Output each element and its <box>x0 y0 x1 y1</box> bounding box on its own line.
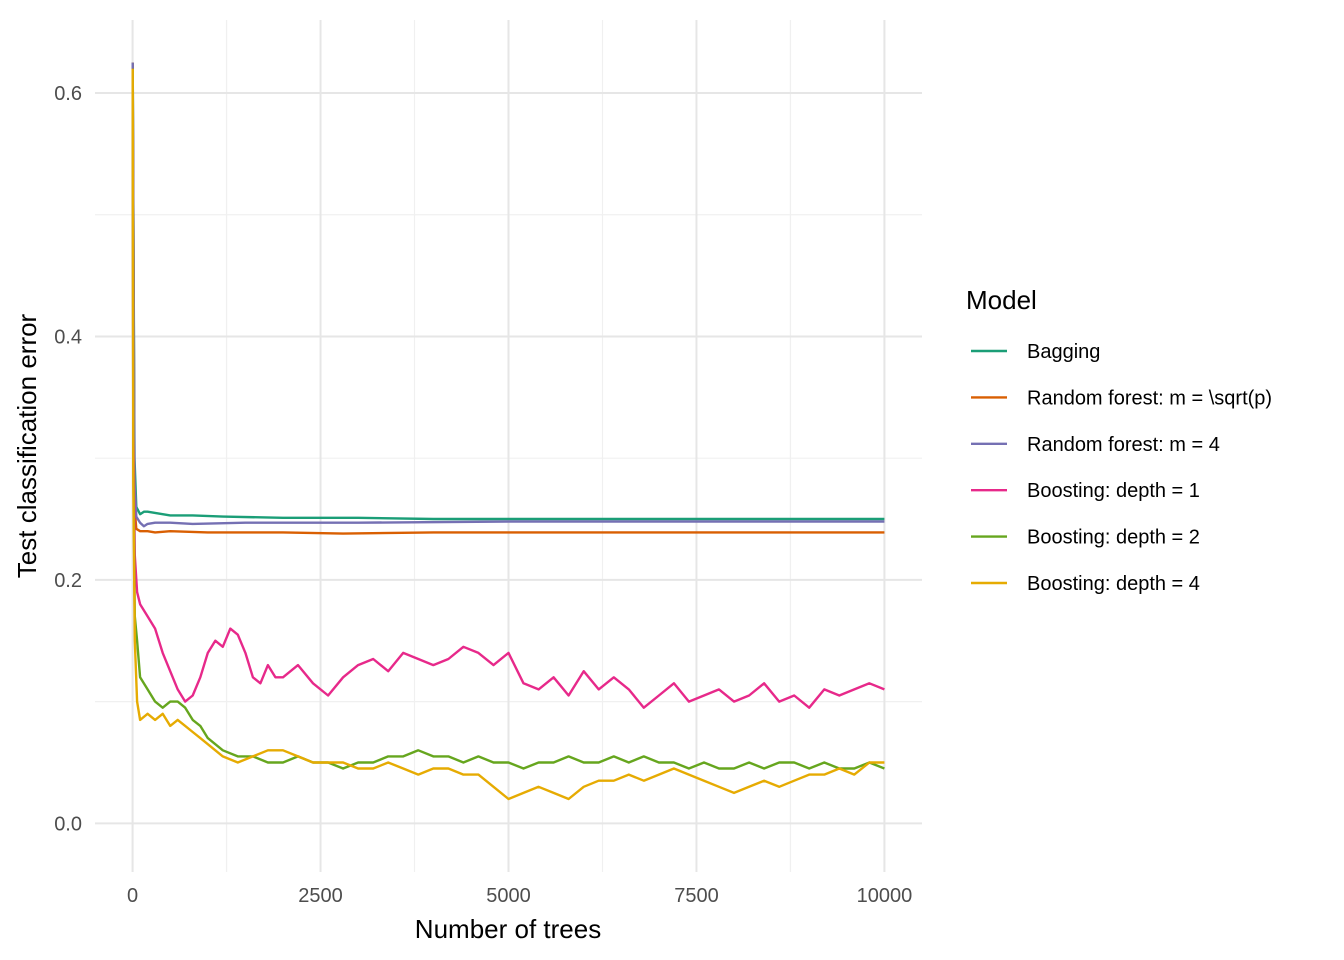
legend-item: Random forest: m = 4 <box>971 434 1220 456</box>
series-line-3 <box>131 62 885 528</box>
x-tick-label: 7500 <box>674 885 719 907</box>
legend: Model Bagging Random forest: m = \sqrt(p)… <box>966 285 1272 595</box>
x-tick-label: 5000 <box>486 885 531 907</box>
legend-label: Boosting: depth = 1 <box>1027 480 1200 502</box>
y-tick-label: 0.0 <box>54 813 82 835</box>
series-lines <box>131 62 885 801</box>
legend-item: Boosting: depth = 4 <box>971 573 1200 595</box>
x-axis-title: Number of trees <box>415 914 601 944</box>
y-tick-label: 0.6 <box>54 83 82 105</box>
x-tick-label: 2500 <box>298 885 343 907</box>
legend-label: Random forest: m = \sqrt(p) <box>1027 387 1272 409</box>
legend-label: Boosting: depth = 4 <box>1027 573 1200 595</box>
y-tick-label: 0.4 <box>54 326 82 348</box>
legend-item: Boosting: depth = 1 <box>971 480 1200 502</box>
legend-item: Bagging <box>971 341 1100 363</box>
legend-item: Boosting: depth = 2 <box>971 527 1200 549</box>
series-line-4 <box>131 68 885 709</box>
y-tick-label: 0.2 <box>54 570 82 592</box>
legend-label: Boosting: depth = 2 <box>1027 527 1200 549</box>
series-line-1 <box>131 62 885 521</box>
x-tick-label: 0 <box>127 885 138 907</box>
legend-label: Bagging <box>1027 341 1100 363</box>
legend-label: Random forest: m = 4 <box>1027 434 1220 456</box>
legend-title: Model <box>966 285 1037 315</box>
x-tick-label: 10000 <box>857 885 913 907</box>
legend-item: Random forest: m = \sqrt(p) <box>971 387 1272 409</box>
series-line-2 <box>131 62 885 535</box>
y-axis-tick-labels: 0.0 0.2 0.4 0.6 <box>54 83 82 835</box>
y-axis-title: Test classification error <box>12 313 42 578</box>
grid-major <box>95 20 922 872</box>
x-axis-tick-labels: 0 2500 5000 7500 10000 <box>127 885 912 907</box>
series-line-6 <box>131 68 885 801</box>
legend-items: Bagging Random forest: m = \sqrt(p) Random… <box>971 341 1272 595</box>
series-line-5 <box>131 68 885 770</box>
